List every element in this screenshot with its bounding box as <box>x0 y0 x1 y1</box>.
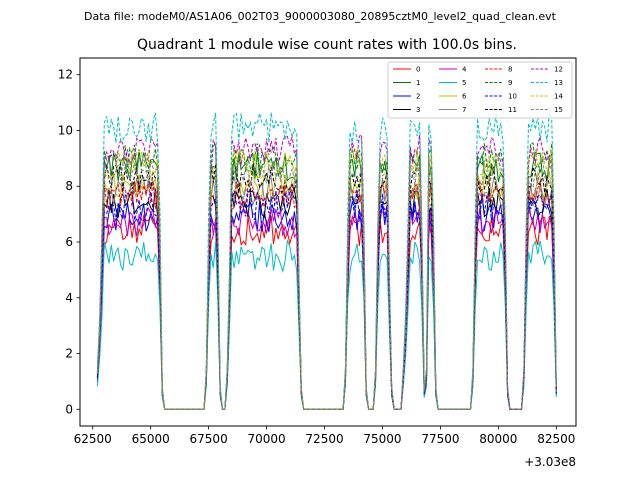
legend-label: 3 <box>416 106 420 114</box>
legend-label: 4 <box>462 66 467 74</box>
legend-label: 13 <box>554 79 563 87</box>
series-line-14 <box>96 147 557 410</box>
legend-label: 9 <box>508 79 512 87</box>
x-axis: 62500 65000 67500 70000 72500 75000 77500 80000… <box>74 426 575 446</box>
legend-label: 10 <box>508 93 517 101</box>
legend-label: 6 <box>462 93 467 101</box>
series-line-2 <box>96 199 557 410</box>
plot-lines <box>96 112 557 410</box>
x-tick-label: 70000 <box>247 432 285 446</box>
legend-label: 1 <box>416 79 420 87</box>
y-tick-label: 12 <box>58 68 73 82</box>
series-line-10 <box>96 189 557 410</box>
legend-label: 15 <box>554 106 563 114</box>
legend-label: 2 <box>416 93 420 101</box>
y-tick-label: 2 <box>65 347 73 361</box>
series-line-13 <box>96 112 557 410</box>
x-offset-label: +3.03e8 <box>524 455 576 469</box>
legend-box <box>387 61 573 119</box>
x-tick-label: 77500 <box>421 432 459 446</box>
legend-label: 14 <box>554 93 563 101</box>
x-tick-label: 82500 <box>537 432 575 446</box>
series-line-15 <box>96 155 557 410</box>
figure-suptitle: Data file: modeM0/AS1A06_002T03_90000030… <box>84 10 557 23</box>
legend-label: 5 <box>462 79 466 87</box>
chart-title: Quadrant 1 module wise count rates with … <box>137 37 517 53</box>
legend-label: 8 <box>508 66 512 74</box>
legend-label: 7 <box>462 106 466 114</box>
x-tick-label: 72500 <box>305 432 343 446</box>
series-line-11 <box>96 162 557 410</box>
series-line-0 <box>96 213 557 410</box>
x-tick-label: 62500 <box>74 432 112 446</box>
y-tick-label: 10 <box>58 123 73 137</box>
series-line-5 <box>96 238 557 410</box>
series-line-1 <box>96 151 557 410</box>
x-tick-label: 67500 <box>190 432 228 446</box>
legend-label: 12 <box>554 66 563 74</box>
x-tick-label: 80000 <box>479 432 517 446</box>
y-tick-label: 4 <box>65 291 73 305</box>
x-tick-label: 65000 <box>132 432 170 446</box>
legend-label: 11 <box>508 106 517 114</box>
series-line-4 <box>96 206 557 410</box>
y-tick-label: 0 <box>65 402 73 416</box>
legend-label: 0 <box>416 66 420 74</box>
y-tick-label: 8 <box>65 179 73 193</box>
y-tick-label: 6 <box>65 235 73 249</box>
y-axis: 0 2 4 6 8 10 12 <box>58 68 80 416</box>
x-tick-label: 75000 <box>363 432 401 446</box>
